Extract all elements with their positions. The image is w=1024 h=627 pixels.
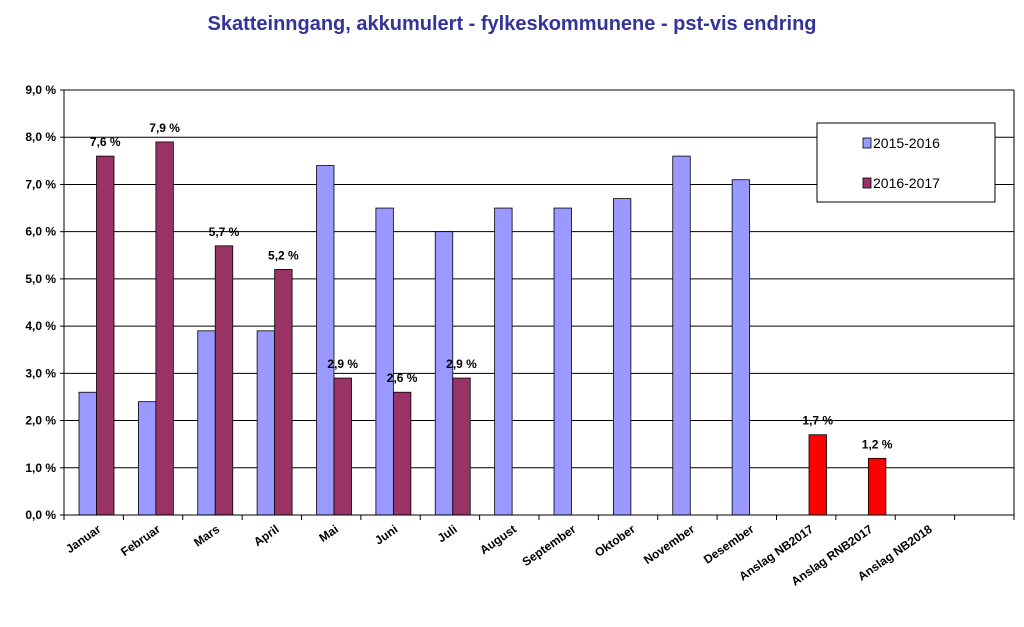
data-label: 7,9 % (149, 121, 180, 135)
legend-label: 2016-2017 (873, 175, 940, 191)
bar (808, 434, 827, 516)
y-tick-label: 6,0 % (25, 225, 56, 239)
bar (452, 377, 471, 516)
data-label: 1,2 % (862, 437, 893, 451)
bar (731, 179, 751, 516)
data-label: 1,7 % (802, 414, 833, 428)
bar (256, 330, 276, 516)
bar (316, 165, 335, 516)
legend-box (816, 122, 996, 203)
bar (137, 401, 157, 516)
x-tick-label: Juli (435, 522, 460, 545)
data-label: 2,9 % (327, 357, 358, 371)
y-tick-label: 3,0 % (25, 366, 56, 380)
y-tick-label: 8,0 % (25, 130, 56, 144)
x-tick-label: April (251, 522, 281, 549)
bar (392, 391, 412, 516)
x-tick-label: Februar (118, 522, 163, 559)
data-label: 2,6 % (387, 371, 418, 385)
x-tick-label: Juni (372, 522, 400, 548)
x-tick-label: Desember (701, 522, 757, 567)
y-tick-label: 4,0 % (25, 319, 56, 333)
y-tick-label: 9,0 % (25, 83, 56, 97)
y-tick-label: 5,0 % (25, 272, 56, 286)
bar (553, 207, 572, 516)
y-tick-label: 0,0 % (25, 508, 56, 522)
legend-label: 2015-2016 (873, 135, 940, 151)
bar (494, 207, 513, 516)
data-label: 5,7 % (209, 225, 240, 239)
y-tick-label: 2,0 % (25, 414, 56, 428)
bar (155, 141, 174, 516)
x-tick-label: November (641, 522, 697, 567)
chart-title: Skatteinngang, akkumulert - fylkeskommun… (207, 13, 816, 35)
bar (672, 155, 691, 516)
y-tick-label: 1,0 % (25, 461, 56, 475)
bar (214, 245, 234, 516)
data-label: 7,6 % (90, 135, 121, 149)
bar (96, 155, 115, 516)
bar (867, 457, 887, 516)
data-label: 5,2 % (268, 248, 299, 262)
legend-swatch (862, 177, 872, 189)
x-tick-label: September (520, 522, 579, 569)
y-tick-label: 7,0 % (25, 177, 56, 191)
bar (274, 269, 293, 516)
bar (197, 330, 216, 516)
bar (434, 231, 454, 516)
x-tick-label: Januar (63, 522, 104, 556)
bar (333, 377, 352, 516)
x-tick-label: August (477, 522, 519, 557)
bar (78, 391, 97, 516)
x-tick-label: Mai (316, 522, 340, 545)
bar (612, 198, 632, 516)
bar (375, 207, 394, 516)
x-tick-label: Oktober (592, 522, 638, 560)
data-label: 2,9 % (446, 357, 477, 371)
x-tick-label: Mars (191, 522, 222, 550)
legend-swatch (862, 137, 872, 149)
